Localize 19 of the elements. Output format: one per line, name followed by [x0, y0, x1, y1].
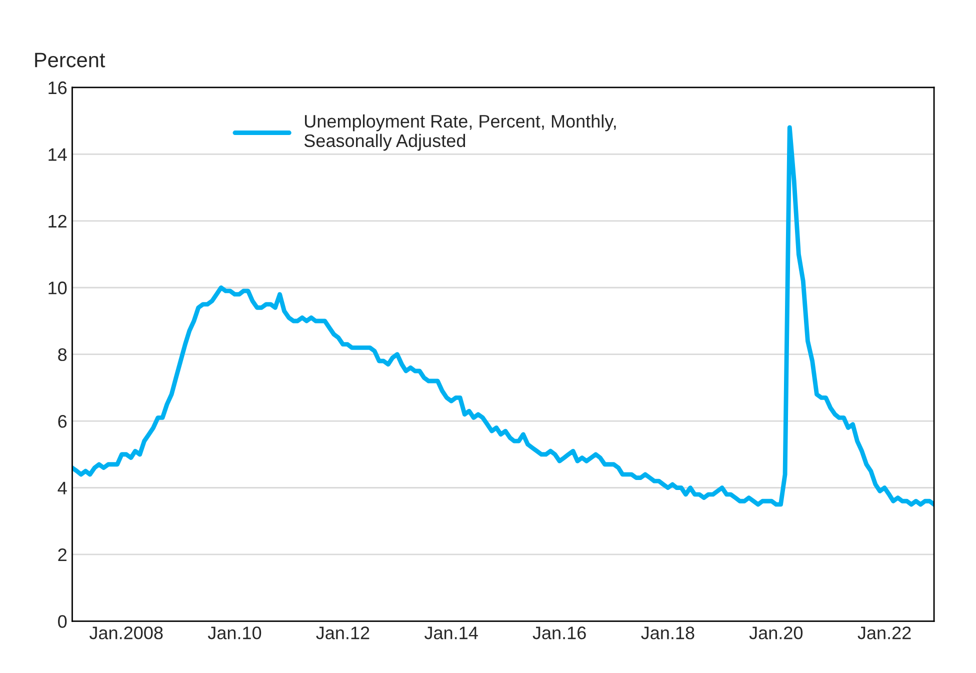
y-tick-label: 14 [48, 148, 67, 161]
y-tick-label: 4 [58, 482, 67, 494]
y-tick-label: 6 [58, 414, 67, 428]
x-tick-label: Jan.12 [316, 626, 370, 640]
y-tick-label: 8 [58, 348, 67, 362]
y-tick-label: 12 [48, 214, 66, 228]
x-tick-label: Jan.16 [532, 626, 586, 640]
x-tick-label: Jan.10 [208, 626, 262, 640]
legend-label: Unemployment Rate, Percent, Monthly, Seasonally Adjusted [304, 114, 616, 151]
x-tick-label: Jan.14 [424, 626, 478, 640]
x-tick-label: Jan.18 [641, 626, 694, 640]
y-tick-label: 2 [58, 548, 66, 562]
x-tick-label: Jan.2008 [89, 626, 163, 640]
y-tick-label: 0 [58, 615, 67, 628]
y-tick-label: 16 [48, 81, 67, 94]
x-tick-label: Jan.22 [858, 626, 911, 640]
x-tick-label: Jan.20 [749, 626, 803, 640]
y-axis-title: Percent [35, 52, 106, 68]
y-tick-label: 10 [48, 282, 67, 294]
